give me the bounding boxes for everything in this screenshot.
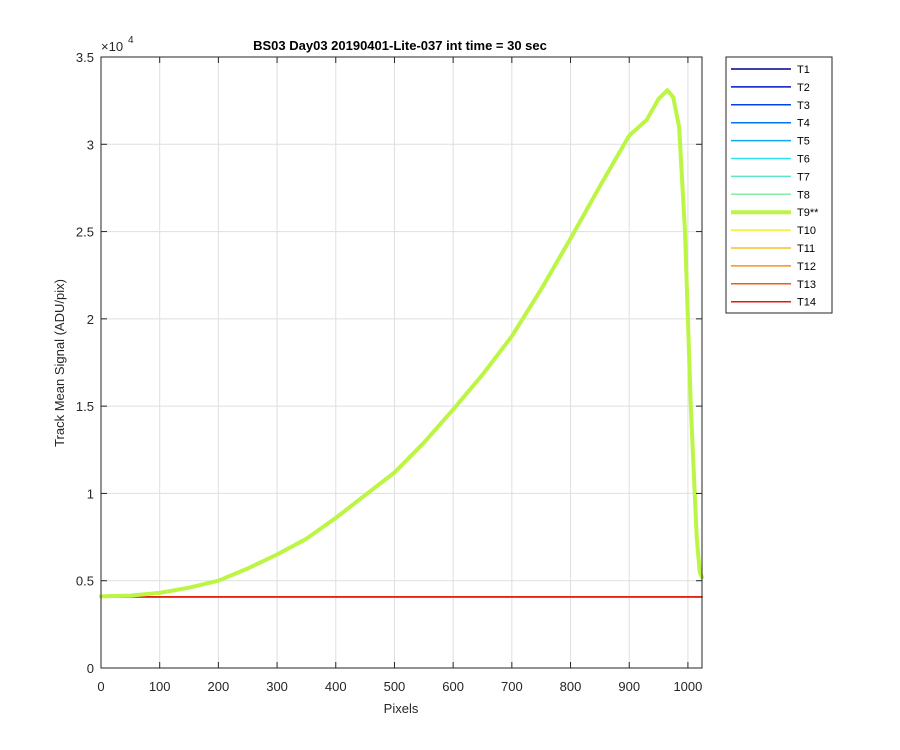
- series-line-t9: [99, 88, 704, 599]
- x-tick-label: 800: [560, 679, 582, 694]
- legend-item[interactable]: T8: [731, 189, 810, 201]
- legend-item[interactable]: T10: [731, 225, 816, 237]
- y-tick-label: 2.5: [76, 225, 94, 240]
- legend-item[interactable]: T6: [731, 154, 810, 166]
- y-tick-label: 3.5: [76, 50, 94, 65]
- legend-label: T8: [797, 189, 810, 201]
- y-axis-exponent: ×10 4: [101, 35, 134, 54]
- legend-item[interactable]: T2: [731, 82, 810, 94]
- x-tick-label: 600: [442, 679, 464, 694]
- y-axis-label: Track Mean Signal (ADU/pix): [52, 279, 67, 447]
- legend-item[interactable]: T1: [731, 64, 810, 76]
- legend[interactable]: T1 T2 T3 T4 T5 T6 T7 T8 T9** T10 T11 T12 T13 T14: [725, 56, 833, 314]
- legend-label: T4: [797, 118, 810, 130]
- axis-ticks: 0 100 200 300 400 500 600 700 800 900 1000 0 0.5 1 1.5…: [76, 50, 702, 694]
- x-tick-label: 500: [384, 679, 406, 694]
- x-tick-label: 1000: [673, 679, 702, 694]
- y-exponent-base: ×10: [101, 39, 123, 54]
- x-tick-label: 300: [266, 679, 288, 694]
- legend-label: T11: [797, 243, 815, 255]
- legend-item[interactable]: T3: [731, 100, 810, 112]
- legend-label: T10: [797, 225, 816, 237]
- legend-item[interactable]: T12: [731, 261, 816, 273]
- y-tick-label: 3: [87, 137, 94, 152]
- y-tick-label: 1.5: [76, 399, 94, 414]
- legend-label: T6: [797, 154, 810, 166]
- chart-title: BS03 Day03 20190401-Lite-037 int time = …: [253, 38, 547, 53]
- plot-series: [99, 88, 704, 599]
- x-axis-label: Pixels: [384, 701, 419, 716]
- legend-label: T2: [797, 82, 810, 94]
- legend-item[interactable]: T14: [731, 297, 816, 309]
- legend-label: T9**: [797, 207, 819, 219]
- x-tick-label: 900: [618, 679, 640, 694]
- legend-label: T1: [797, 64, 810, 76]
- x-tick-label: 100: [149, 679, 171, 694]
- x-tick-label: 700: [501, 679, 523, 694]
- x-tick-label: 0: [97, 679, 104, 694]
- legend-label: T7: [797, 171, 810, 183]
- legend-item[interactable]: T5: [731, 136, 810, 148]
- legend-label: T13: [797, 279, 816, 291]
- x-tick-label: 400: [325, 679, 347, 694]
- legend-item[interactable]: T11: [731, 243, 815, 255]
- y-exponent-power: 4: [128, 35, 134, 46]
- legend-item[interactable]: T13: [731, 279, 816, 291]
- legend-label: T3: [797, 100, 810, 112]
- legend-item[interactable]: T4: [731, 118, 810, 130]
- y-tick-label: 0.5: [76, 574, 94, 589]
- legend-item[interactable]: T9**: [731, 207, 819, 219]
- legend-label: T5: [797, 136, 810, 148]
- legend-box: [725, 56, 833, 314]
- legend-label: T12: [797, 261, 816, 273]
- x-tick-label: 200: [208, 679, 230, 694]
- legend-label: T14: [797, 297, 816, 309]
- plot-area-border: [100, 56, 703, 669]
- y-tick-label: 1: [87, 486, 94, 501]
- y-tick-label: 2: [87, 312, 94, 327]
- y-tick-label: 0: [87, 661, 94, 676]
- legend-item[interactable]: T7: [731, 171, 810, 183]
